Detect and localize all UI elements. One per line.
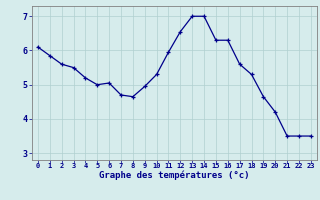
- X-axis label: Graphe des températures (°c): Graphe des températures (°c): [99, 171, 250, 180]
